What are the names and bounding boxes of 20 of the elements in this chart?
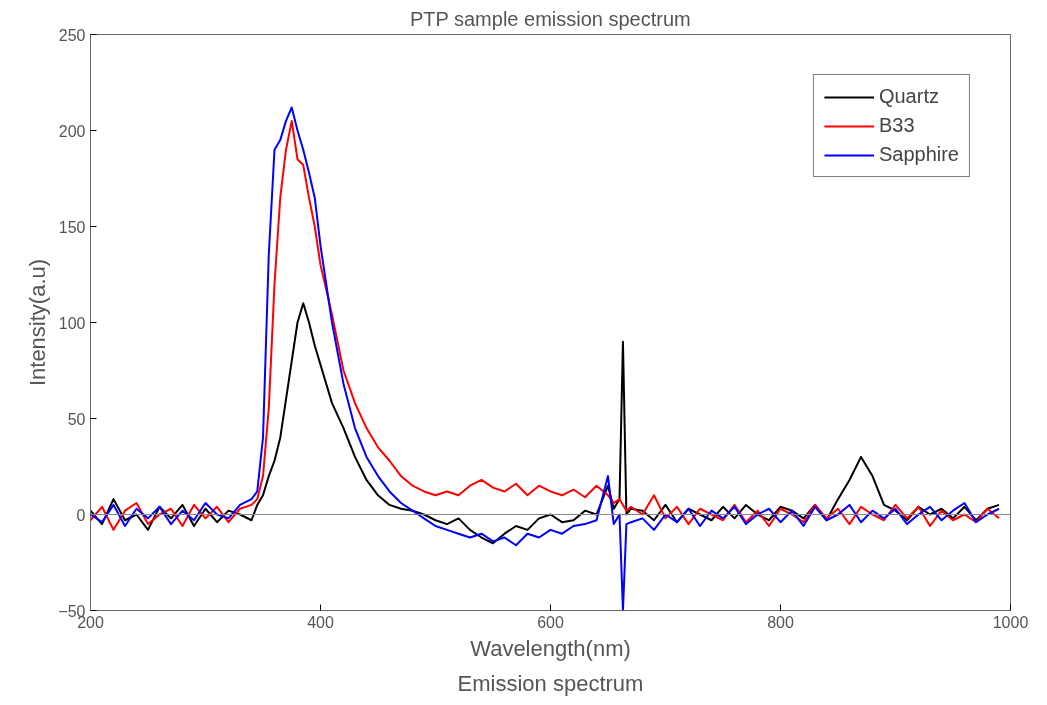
x-tick-label: 800 (767, 613, 794, 631)
y-axis-title: Intensity(a.u) (25, 258, 51, 387)
y-tick-label: 100 (58, 314, 86, 332)
x-tick-label: 400 (307, 613, 334, 631)
legend-label: B33 (878, 114, 915, 137)
line-series (90, 119, 1000, 531)
legend-label: Quartz (878, 85, 939, 108)
y-tick-label: 200 (58, 122, 86, 140)
x-tick-label: 1000 (992, 613, 1029, 631)
line-series (90, 106, 1000, 611)
x-axis-title: Wavelength(nm) (470, 635, 631, 661)
line-series (90, 302, 1000, 545)
y-tick-label: 0 (76, 506, 86, 524)
x-tick-label: 600 (537, 613, 564, 631)
chart-title: PTP sample emission spectrum (409, 7, 691, 30)
y-tick-label: 150 (58, 218, 86, 236)
legend-label: Sapphire (878, 143, 959, 166)
y-tick-label: 250 (58, 26, 86, 44)
text: Emission spectrum (457, 670, 644, 696)
y-tick-label: 50 (67, 410, 86, 428)
